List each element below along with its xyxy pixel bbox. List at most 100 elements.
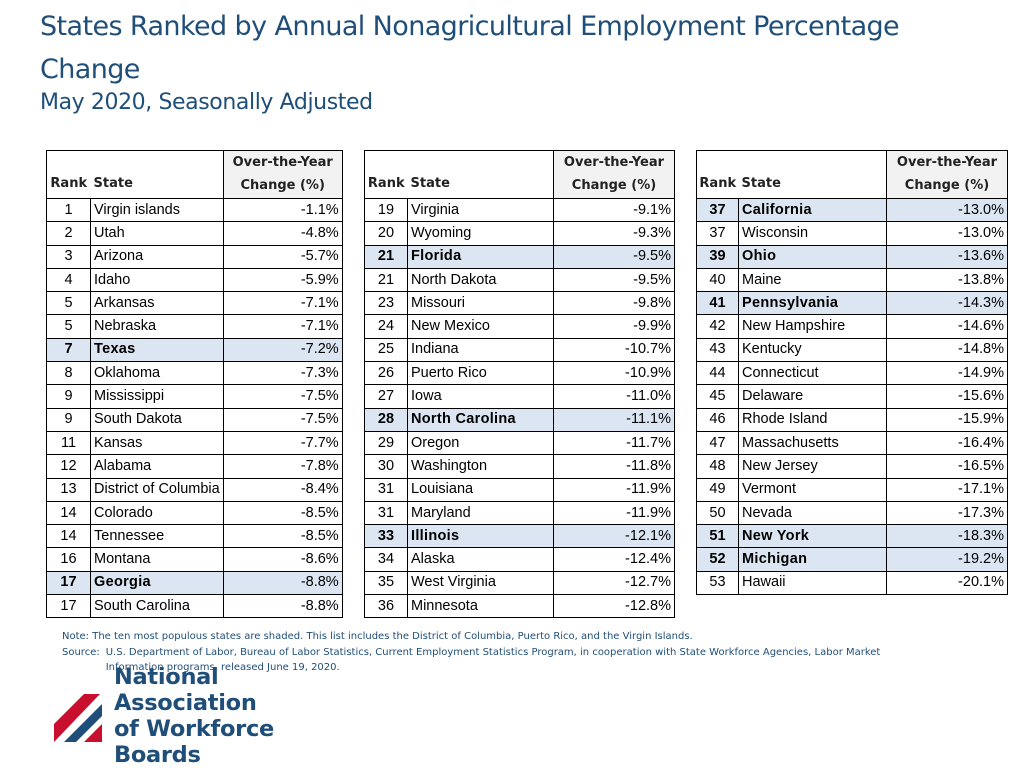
ranking-table-1: Rank State Over-the-Year Change (%) 1 Virgin …: [46, 150, 343, 619]
state-cell: West Virginia: [407, 570, 554, 596]
table-row: 36 Minnesota -12.8%: [364, 594, 675, 619]
table-row: 33 Illinois -12.1%: [364, 524, 675, 549]
state-cell: Mississippi: [90, 384, 224, 409]
table-row: 35 West Virginia -12.7%: [364, 570, 675, 596]
state-cell: New York: [738, 524, 887, 549]
rank-cell: 14: [46, 500, 91, 526]
table-row: 16 Montana -8.6%: [46, 547, 343, 572]
state-cell: Pennsylvania: [738, 291, 887, 316]
state-cell: Oklahoma: [90, 361, 224, 386]
state-cell: South Dakota: [90, 407, 224, 432]
footnotes: Note: The ten most populous states are s…: [62, 629, 962, 676]
table-row: 52 Michigan -19.2%: [696, 547, 1008, 572]
table-row: 28 North Carolina -11.1%: [364, 407, 675, 432]
change-cell: -7.2%: [222, 337, 343, 363]
change-cell: -9.5%: [553, 244, 675, 269]
state-cell: Ohio: [738, 244, 887, 269]
state-cell: Colorado: [90, 500, 224, 526]
change-cell: -8.6%: [222, 547, 343, 572]
header-state: State: [90, 150, 224, 199]
change-cell: -17.1%: [886, 477, 1008, 502]
change-cell: -10.9%: [553, 361, 675, 386]
state-cell: District of Columbia: [90, 477, 224, 502]
table-row: 47 Massachusetts -16.4%: [696, 430, 1008, 456]
change-cell: -11.9%: [553, 500, 675, 526]
state-cell: Hawaii: [738, 570, 887, 596]
change-cell: -11.9%: [553, 477, 675, 502]
rank-cell: 19: [364, 197, 408, 223]
change-cell: -10.7%: [553, 337, 675, 363]
table-row: 7 Texas -7.2%: [46, 337, 343, 363]
table-row: 49 Vermont -17.1%: [696, 477, 1008, 502]
rank-cell: 31: [364, 477, 408, 502]
rank-cell: 52: [696, 547, 739, 572]
change-cell: -9.3%: [553, 221, 675, 246]
rank-cell: 51: [696, 524, 739, 549]
table-row: 27 Iowa -11.0%: [364, 384, 675, 409]
state-cell: South Carolina: [90, 594, 224, 619]
table-row: 29 Oregon -11.7%: [364, 430, 675, 456]
table-row: 21 Florida -9.5%: [364, 244, 675, 269]
table-row: 30 Washington -11.8%: [364, 454, 675, 479]
logo-line-2: of Workforce Boards: [114, 716, 274, 768]
table-row: 50 Nevada -17.3%: [696, 500, 1008, 526]
rank-cell: 48: [696, 454, 739, 479]
state-cell: Alaska: [407, 547, 554, 572]
table-row: 24 New Mexico -9.9%: [364, 314, 675, 339]
change-cell: -9.5%: [553, 267, 675, 293]
change-cell: -17.3%: [886, 500, 1008, 526]
rank-cell: 27: [364, 384, 408, 409]
table-row: 42 New Hampshire -14.6%: [696, 314, 1008, 339]
logo-wordmark: National Association of Workforce Boards: [114, 664, 354, 768]
rank-cell: 9: [46, 384, 91, 409]
change-cell: -15.9%: [886, 407, 1008, 432]
table-row: 31 Maryland -11.9%: [364, 500, 675, 526]
rank-cell: 28: [364, 407, 408, 432]
change-cell: -9.8%: [553, 291, 675, 316]
ranking-table-3: Rank State Over-the-Year Change (%) 37 Califo…: [696, 150, 1008, 596]
table-header-row: Rank State Over-the-Year Change (%): [364, 150, 675, 199]
source-text: U.S. Department of Labor, Bureau of Labo…: [106, 645, 962, 676]
rank-cell: 9: [46, 407, 91, 432]
state-cell: Nebraska: [90, 314, 224, 339]
state-cell: Connecticut: [738, 361, 887, 386]
rank-cell: 4: [46, 267, 91, 293]
state-cell: Vermont: [738, 477, 887, 502]
change-cell: -5.9%: [222, 267, 343, 293]
header-change-line-1: Over-the-Year: [563, 155, 665, 170]
table-row: 14 Colorado -8.5%: [46, 500, 343, 526]
change-cell: -12.7%: [553, 570, 675, 596]
rank-cell: 25: [364, 337, 408, 363]
state-cell: Puerto Rico: [407, 361, 554, 386]
rank-cell: 36: [364, 594, 408, 619]
table-row: 13 District of Columbia -8.4%: [46, 477, 343, 502]
state-cell: Idaho: [90, 267, 224, 293]
state-cell: Oregon: [407, 430, 554, 456]
change-cell: -14.3%: [886, 291, 1008, 316]
change-cell: -14.6%: [886, 314, 1008, 339]
rank-cell: 42: [696, 314, 739, 339]
logo-line-1: National Association: [114, 664, 257, 716]
change-cell: -8.8%: [222, 594, 343, 619]
rank-cell: 17: [46, 570, 91, 596]
table-row: 11 Kansas -7.7%: [46, 430, 343, 456]
table-row: 37 Wisconsin -13.0%: [696, 221, 1008, 246]
table-row: 26 Puerto Rico -10.9%: [364, 361, 675, 386]
rank-cell: 44: [696, 361, 739, 386]
header-change-line-2: Change (%): [240, 178, 325, 193]
rank-cell: 12: [46, 454, 91, 479]
change-cell: -16.5%: [886, 454, 1008, 479]
rank-cell: 11: [46, 430, 91, 456]
rank-cell: 49: [696, 477, 739, 502]
table-row: 43 Kentucky -14.8%: [696, 337, 1008, 363]
state-cell: Delaware: [738, 384, 887, 409]
header-rank: Rank: [46, 150, 91, 199]
source-line-2: Information programs, released June 19, …: [105, 662, 340, 673]
change-cell: -7.3%: [222, 361, 343, 386]
table-row: 5 Nebraska -7.1%: [46, 314, 343, 339]
change-cell: -14.8%: [886, 337, 1008, 363]
table-row: 8 Oklahoma -7.3%: [46, 361, 343, 386]
rank-cell: 47: [696, 430, 739, 456]
table-row: 53 Hawaii -20.1%: [696, 570, 1008, 596]
state-cell: Iowa: [407, 384, 554, 409]
